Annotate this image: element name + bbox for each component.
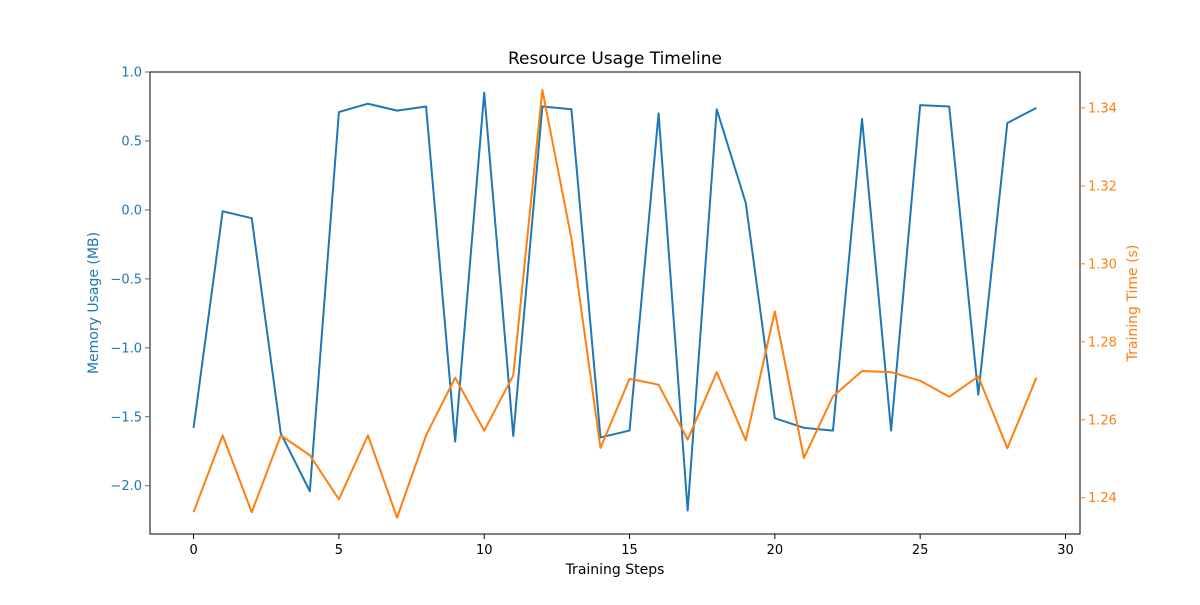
x-tick-label: 10	[476, 543, 493, 558]
plot-frame	[149, 71, 1081, 535]
y-left-tick-label: 0.0	[121, 203, 142, 218]
x-axis-label: Training Steps	[565, 562, 665, 578]
y-right-tick-label: 1.32	[1088, 179, 1117, 194]
x-tick-label: 15	[621, 543, 638, 558]
y-left-tick-label: −2.0	[110, 479, 142, 494]
axis-ticks: 0 5 10 15 20 25 30 −2.0 −1.5 −1.0 −0.5 0.0 0.5 1.0 1.2…	[110, 66, 1117, 559]
series-line-training-time	[192, 88, 1038, 519]
y-right-tick-label: 1.34	[1088, 101, 1117, 116]
x-tick-label: 25	[912, 543, 929, 558]
x-tick-label: 5	[335, 543, 343, 558]
y-left-tick-label: 1.0	[121, 66, 142, 81]
chart-title: Resource Usage Timeline	[508, 49, 722, 69]
y-left-tick-label: −0.5	[110, 272, 142, 287]
x-tick-label: 30	[1057, 543, 1074, 558]
y-left-tick-label: −1.5	[110, 410, 142, 425]
y-axis-right-label: Training Time (s)	[1125, 245, 1141, 363]
chart-marks	[192, 88, 1038, 519]
y-right-tick-label: 1.28	[1088, 335, 1117, 350]
y-axis-left-label: Memory Usage (MB)	[86, 232, 102, 374]
y-right-tick-label: 1.24	[1088, 491, 1117, 506]
x-tick-label: 20	[767, 543, 784, 558]
x-tick-label: 0	[189, 543, 197, 558]
y-left-tick-label: −1.0	[110, 341, 142, 356]
y-left-tick-label: 0.5	[121, 134, 142, 149]
y-right-tick-label: 1.26	[1088, 413, 1117, 428]
y-right-tick-label: 1.30	[1088, 257, 1117, 272]
series-line-memory-usage	[192, 91, 1037, 512]
